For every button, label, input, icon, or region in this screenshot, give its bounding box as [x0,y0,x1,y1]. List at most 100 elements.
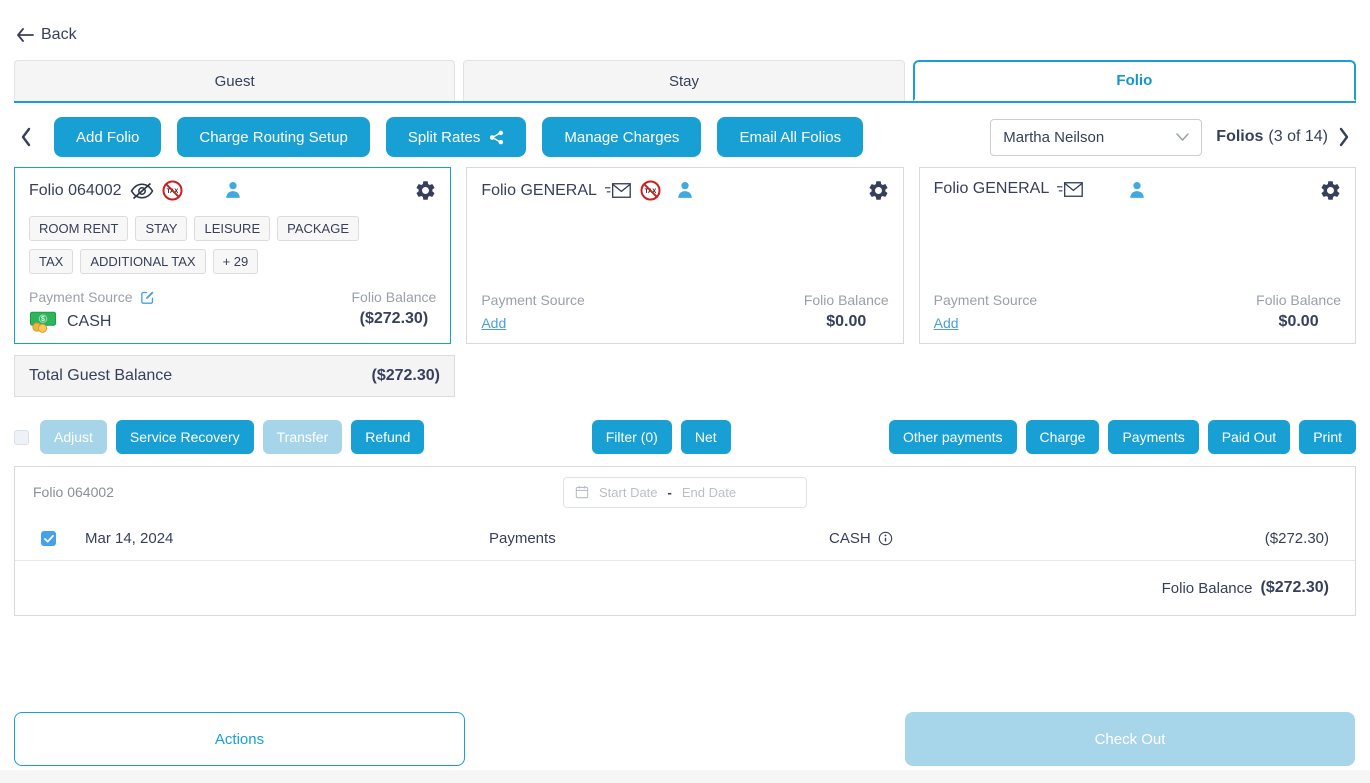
total-guest-balance-label: Total Guest Balance [29,367,173,384]
folio-card-footer: Payment Source $ CASH Folio Balance ($27… [29,289,436,333]
other-payments-button[interactable]: Other payments [888,420,1017,454]
add-payment-source-link[interactable]: Add [481,315,507,331]
svg-text:$: $ [41,316,45,323]
transaction-method: CASH [829,530,1265,547]
payment-source-block: Payment Source Add [481,292,585,333]
tag: TAX [29,249,74,274]
end-date-input[interactable]: End Date [681,484,737,500]
folio-toolbar: Add Folio Charge Routing Setup Split Rat… [14,117,1356,157]
payment-source-value-row: $ CASH [29,310,155,333]
back-arrow-icon [16,28,34,42]
manage-charges-button[interactable]: Manage Charges [542,117,702,157]
refund-button[interactable]: Refund [351,420,425,454]
check-icon [43,534,54,543]
actions-button[interactable]: Actions [14,712,465,766]
payments-button[interactable]: Payments [1108,420,1199,454]
folio-balance-value: ($272.30) [359,310,429,327]
paid-out-button[interactable]: Paid Out [1207,420,1291,454]
guest-selector-dropdown[interactable]: Martha Neilson [990,118,1203,156]
row-checkbox[interactable] [41,531,56,546]
share-icon [489,130,504,145]
guest-profile-button[interactable] [675,180,694,200]
guest-selector-value: Martha Neilson [1003,128,1105,146]
start-date-input[interactable]: Start Date [599,484,658,500]
payment-source-label: Payment Source [933,292,1038,308]
folio-balance-label: Folio Balance [803,292,889,308]
adjust-button[interactable]: Adjust [40,420,107,454]
charge-button[interactable]: Charge [1025,420,1100,454]
gear-icon [1321,181,1340,200]
split-rates-button[interactable]: Split Rates [385,117,527,157]
transaction-type: Payments [489,530,556,547]
folio-balance-value: $0.00 [826,313,867,330]
tab-guest[interactable]: Guest [14,60,456,101]
print-button[interactable]: Print [1299,420,1356,454]
check-out-button[interactable]: Check Out [905,712,1355,766]
service-recovery-button[interactable]: Service Recovery [115,420,254,454]
tab-stay[interactable]: Stay [463,60,905,101]
transaction-row: Mar 14, 2024 Payments CASH ($272.30) [15,517,1355,561]
tag-more[interactable]: + 29 [212,249,259,274]
select-all-checkbox[interactable] [14,429,29,445]
folio-balance-block: Folio Balance $0.00 [804,292,889,331]
previous-folio-button[interactable] [14,123,38,151]
tag: STAY [135,216,188,241]
table-folio-balance-label: Folio Balance [1161,579,1253,597]
folios-count: (3 of 14) [1268,128,1328,145]
folio-balance-block: Folio Balance $0.00 [1256,292,1341,331]
guest-profile-button[interactable] [223,180,242,200]
folio-title: Folio 064002 [29,181,122,199]
date-range-picker[interactable]: Start Date - End Date [563,476,807,508]
eye-slash-icon [130,182,154,200]
payment-source-label: Payment Source [29,289,133,305]
folio-card-064002[interactable]: Folio 064002 TAX ROOM RENT STAY LEISURE … [14,167,452,344]
folio-card-general-2[interactable]: Folio GENERAL Payment Source Add Folio B… [918,167,1356,344]
folio-settings-button[interactable] [1319,179,1342,202]
transactions-table: Folio 064002 Start Date - End Date Mar 1… [14,466,1356,616]
back-button[interactable]: Back [16,26,77,44]
chevron-right-icon [1339,127,1349,147]
folio-card-header: Folio GENERAL [934,180,1341,198]
cash-icon: $ [29,310,57,333]
next-folio-button[interactable] [1332,123,1356,151]
table-folio-label: Folio 064002 [33,484,114,500]
charge-routing-setup-button[interactable]: Charge Routing Setup [177,117,370,157]
page-bottom-bar: Actions Check Out [14,712,1355,766]
folio-settings-button[interactable] [867,179,890,202]
person-icon [225,182,240,198]
folio-balance-label: Folio Balance [1256,292,1341,308]
filter-button[interactable]: Filter (0) [591,420,672,454]
person-icon [1130,182,1145,198]
info-icon[interactable] [878,531,893,546]
folio-card-general-1[interactable]: Folio GENERAL TAX Payment Source Add Fol… [466,167,904,344]
payment-source-value: CASH [67,312,112,330]
guest-profile-button[interactable] [1128,180,1147,200]
transactions-table-header: Folio 064002 Start Date - End Date [15,467,1355,517]
tab-folio[interactable]: Folio [912,60,1356,101]
payment-source-label: Payment Source [481,292,585,308]
folios-label: Folios [1216,128,1264,145]
edit-icon[interactable] [140,290,155,305]
payment-source-block: Payment Source $ CASH [29,289,155,333]
bottom-scroll-strip [0,770,1370,783]
payment-source-block: Payment Source Add [934,292,1038,333]
net-button[interactable]: Net [680,420,731,454]
add-payment-source-link[interactable]: Add [933,315,959,331]
email-all-folios-button[interactable]: Email All Folios [717,117,864,157]
transfer-button[interactable]: Transfer [262,420,343,454]
folio-balance-value: $0.00 [1278,313,1319,330]
charge-category-tags: ROOM RENT STAY LEISURE PACKAGE TAX ADDIT… [29,216,389,274]
person-icon [678,182,692,198]
chevron-left-icon [21,127,31,147]
tag: PACKAGE [277,216,360,241]
folio-settings-button[interactable] [414,179,437,202]
add-folio-button[interactable]: Add Folio [54,117,162,157]
back-label: Back [41,26,77,43]
tab-bar: Guest Stay Folio [14,60,1356,103]
folio-title: Folio GENERAL [481,181,597,199]
folio-card-header: Folio 064002 TAX [29,180,436,201]
tag: ADDITIONAL TAX [80,249,206,274]
folio-card-footer: Payment Source Add Folio Balance $0.00 [934,292,1341,333]
payment-source-label-row: Payment Source [29,289,155,305]
charge-actions-group: Other payments Charge Payments Paid Out … [888,420,1356,454]
